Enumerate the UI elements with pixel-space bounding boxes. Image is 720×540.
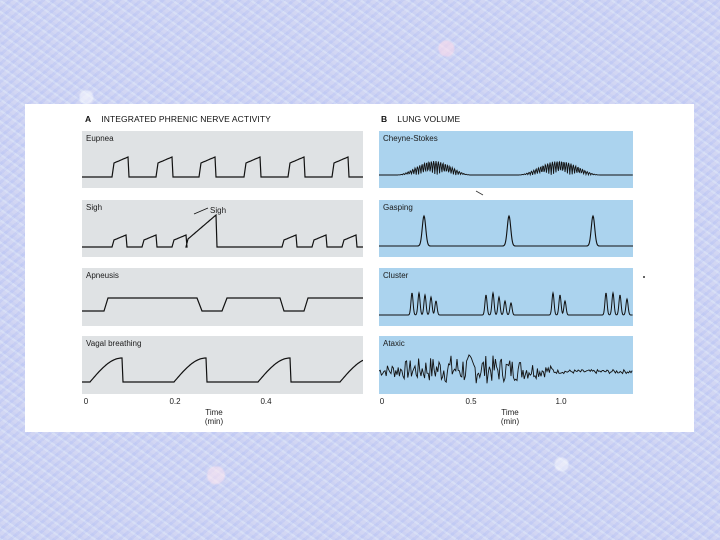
eupnea-strip: Eupnea (82, 131, 363, 188)
apneusis-label: Apneusis (86, 271, 119, 280)
sigh-pointer (193, 207, 209, 215)
cluster-strip: Cluster (379, 268, 633, 326)
sigh-trace (82, 207, 363, 248)
ataxic-trace (379, 354, 633, 384)
sigh-label: Sigh (86, 203, 103, 212)
panel-a-axis-title: Time (min) (205, 408, 223, 426)
panel-a-tick-1: 0.2 (169, 397, 181, 406)
ataxic-label: Ataxic (383, 339, 405, 348)
panel-a-axis-title-line1: Time (205, 408, 223, 417)
gasping-trace (379, 214, 633, 247)
panel-b-axis-title-line1: Time (501, 408, 519, 417)
vagal-breathing-strip: Vagal breathing (82, 336, 363, 394)
panel-b-tick-2: 1.0 (555, 397, 567, 406)
panel-b-tick-1: 0.5 (465, 397, 477, 406)
panel-b-tick-0: 0 (379, 397, 385, 406)
vagal-breathing-trace (82, 357, 363, 383)
panel-a-header: A INTEGRATED PHRENIC NERVE ACTIVITY (85, 114, 271, 124)
gasping-label: Gasping (383, 203, 413, 212)
cheyne-stokes-strip: Cheyne-Stokes (379, 131, 633, 188)
sigh-strip: Sigh Sigh (82, 200, 363, 257)
apneusis-strip: Apneusis (82, 268, 363, 326)
stray-mark (475, 190, 484, 196)
panel-b-axis-title-line2: (min) (500, 417, 520, 426)
panel-b-title: LUNG VOLUME (397, 114, 461, 124)
cluster-trace (379, 291, 633, 316)
cluster-label: Cluster (383, 271, 409, 280)
panel-a-tick-2: 0.4 (260, 397, 272, 406)
vagal-breathing-label: Vagal breathing (86, 339, 142, 348)
ataxic-strip: Ataxic (379, 336, 633, 394)
sigh-annotation: Sigh (210, 206, 227, 215)
figure-panel: A INTEGRATED PHRENIC NERVE ACTIVITY B LUNG… (25, 104, 694, 432)
panel-b-axis-title: Time (min) (501, 408, 519, 426)
cheyne-stokes-trace (379, 160, 633, 177)
panel-a-axis-title-line2: (min) (204, 417, 224, 426)
stray-dot (643, 276, 645, 278)
cheyne-stokes-label: Cheyne-Stokes (383, 134, 438, 143)
panel-b-letter: B (381, 114, 388, 124)
eupnea-label: Eupnea (86, 134, 114, 143)
panel-b-header: B LUNG VOLUME (381, 114, 460, 124)
apneusis-trace (82, 297, 363, 312)
gasping-strip: Gasping (379, 200, 633, 257)
panel-a-letter: A (85, 114, 92, 124)
eupnea-trace (82, 156, 363, 178)
panel-a-tick-0: 0 (83, 397, 89, 406)
panel-a-title: INTEGRATED PHRENIC NERVE ACTIVITY (101, 114, 271, 124)
